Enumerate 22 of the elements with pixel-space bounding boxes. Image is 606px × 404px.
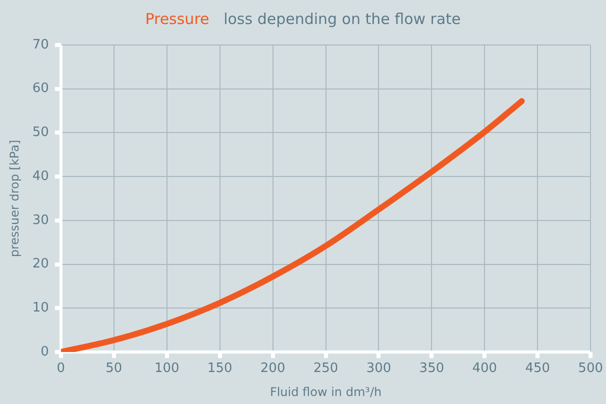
- y-tick-label: 20: [32, 256, 49, 272]
- y-tick-label: 70: [32, 37, 49, 52]
- y-axis-title: pressuer drop [kPa]: [7, 140, 22, 258]
- x-tick-label: 500: [578, 361, 604, 376]
- x-tick-label: 400: [472, 361, 498, 376]
- x-tick-label: 100: [154, 361, 180, 376]
- y-tick-label: 10: [32, 300, 49, 316]
- x-tick-label: 250: [313, 361, 338, 376]
- y-tick-label: 0: [40, 344, 49, 360]
- x-tick-label: 300: [366, 361, 392, 376]
- x-axis-title: Fluid flow in dm³/h: [270, 384, 382, 399]
- chart-title: Pressure loss depending on the flow rate: [145, 10, 461, 28]
- y-tick-label: 60: [32, 81, 49, 96]
- y-tick-label: 40: [32, 168, 49, 184]
- x-tick-label: 150: [207, 361, 232, 376]
- x-tick-label: 450: [525, 361, 550, 376]
- y-tick-label: 30: [32, 212, 49, 228]
- x-tick-label: 350: [419, 361, 444, 376]
- x-tick-label: 50: [106, 361, 122, 376]
- x-tick-label: 200: [260, 361, 286, 376]
- y-tick-label: 50: [32, 125, 49, 140]
- x-tick-label: 0: [56, 361, 66, 376]
